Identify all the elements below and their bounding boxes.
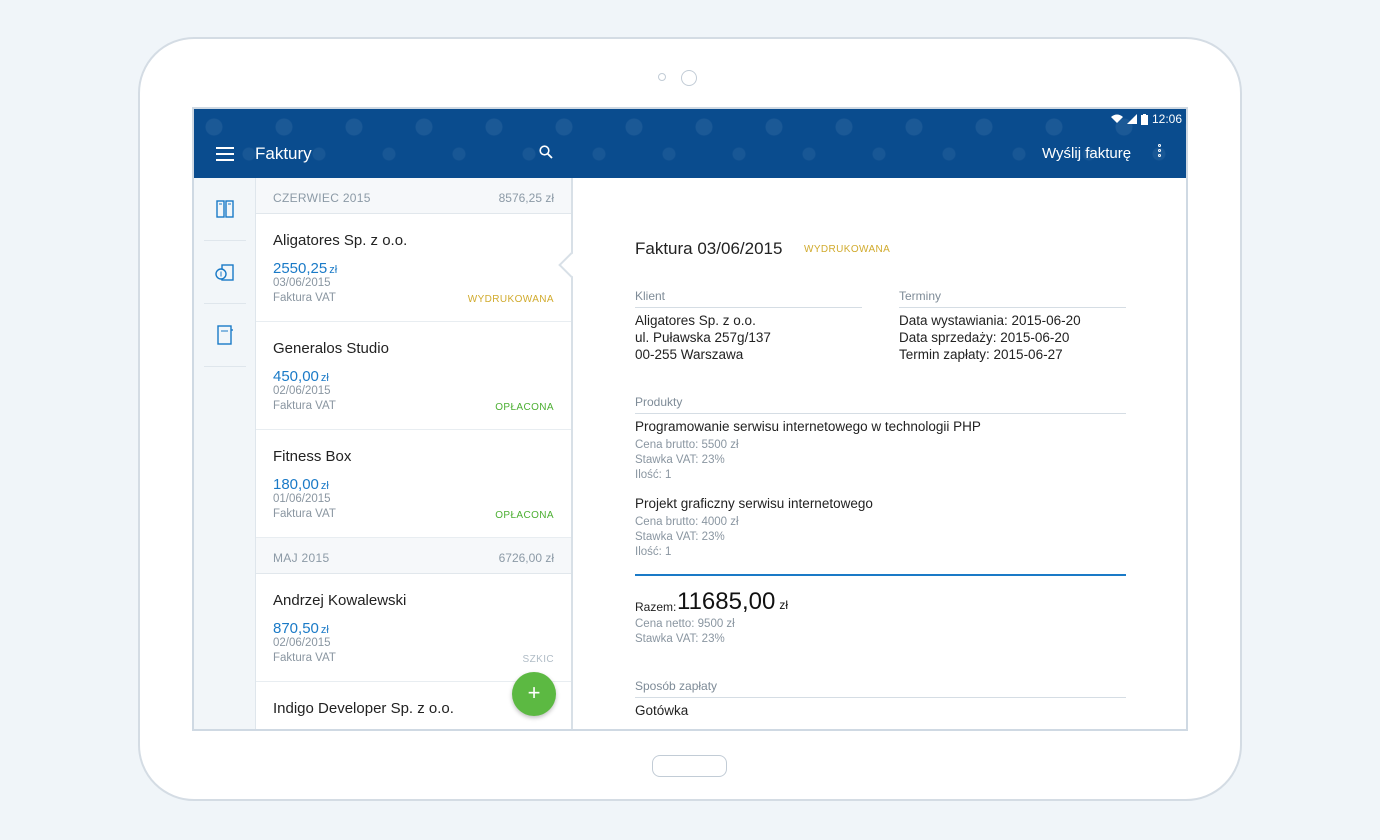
total-vat: Stawka VAT: 23%: [635, 633, 725, 645]
menu-icon[interactable]: [216, 147, 234, 161]
total-value: 11685,00: [677, 588, 776, 615]
amount-value: 2550,25: [273, 260, 328, 277]
amount: 180,00 zł: [273, 476, 329, 493]
product-details: Cena brutto: 5500 zł Stawka VAT: 23% Ilo…: [635, 438, 739, 483]
total-currency: zł: [779, 598, 788, 612]
more-vert-icon[interactable]: [1158, 144, 1162, 162]
list-item[interactable]: Fitness Box 180,00 zł 01/06/2015 Faktura …: [256, 430, 571, 538]
product-qty: Ilość: 1: [635, 546, 672, 558]
product-qty: Ilość: 1: [635, 469, 672, 481]
sale-date: Data sprzedaży: 2015-06-20: [899, 330, 1070, 345]
currency: zł: [329, 264, 338, 276]
terms-info: Data wystawiania: 2015-06-20 Data sprzed…: [899, 312, 1081, 363]
add-invoice-button[interactable]: +: [512, 672, 556, 716]
search-icon[interactable]: [539, 145, 553, 159]
payment-label: Sposób zapłaty: [635, 679, 1126, 698]
currency: zł: [320, 624, 329, 636]
camera-sensor: [658, 73, 666, 81]
product-details: Cena brutto: 4000 zł Stawka VAT: 23% Ilo…: [635, 515, 739, 560]
net-price: Cena netto: 9500 zł: [635, 618, 735, 630]
list-item[interactable]: Aligatores Sp. z o.o. 2550,25 zł 03/06/20…: [256, 214, 571, 322]
amount-value: 870,50: [273, 620, 319, 637]
amount-value: 450,00: [273, 368, 319, 385]
month-header: MAJ 2015 6726,00 zł: [256, 538, 571, 574]
home-button[interactable]: [652, 755, 727, 777]
invoice-type: Faktura VAT: [273, 508, 336, 520]
invoice-type: Faktura VAT: [273, 292, 336, 304]
total-divider: [635, 574, 1126, 576]
product-price: Cena brutto: 5500 zł: [635, 439, 739, 451]
total-details: Cena netto: 9500 zł Stawka VAT: 23%: [635, 617, 735, 647]
total-label: Razem:: [635, 600, 677, 614]
clock: 12:06: [1151, 112, 1182, 126]
client-info: Aligatores Sp. z o.o. ul. Puławska 257g/…: [635, 312, 771, 363]
product-price: Cena brutto: 4000 zł: [635, 516, 739, 528]
client-city: 00-255 Warszawa: [635, 347, 744, 362]
product-name: Programowanie serwisu internetowego w te…: [635, 419, 981, 434]
status-bar: 12:06: [1110, 112, 1182, 126]
amount-value: 180,00: [273, 476, 319, 493]
due-date: Termin zapłaty: 2015-06-27: [899, 347, 1063, 362]
month-header: CZERWIEC 2015 8576,25 zł: [256, 178, 571, 214]
payment-method: Gotówka: [635, 703, 689, 718]
status-badge: OPŁACONA: [495, 510, 554, 521]
list-item[interactable]: Generalos Studio 450,00 zł 02/06/2015 Fak…: [256, 322, 571, 430]
nav-rail: [194, 178, 256, 729]
invoice-date: 02/06/2015: [273, 385, 331, 397]
month-label: MAJ 2015: [273, 551, 330, 565]
product-vat: Stawka VAT: 23%: [635, 454, 725, 466]
client-name: Generalos Studio: [273, 340, 389, 357]
money-icon: [215, 264, 234, 281]
amount: 2550,25 zł: [273, 260, 337, 277]
list-item[interactable]: Indigo Developer Sp. z o.o.: [256, 682, 571, 729]
amount: 450,00 zł: [273, 368, 329, 385]
client-name: Aligatores Sp. z o.o.: [635, 313, 756, 328]
total-amount: 11685,00 zł: [677, 588, 788, 616]
document-icon: [217, 325, 233, 345]
invoice-title: Faktura 03/06/2015: [635, 239, 783, 258]
status-badge: SZKIC: [522, 654, 554, 665]
book-icon: [216, 200, 234, 218]
send-invoice-button[interactable]: Wyślij fakturę: [1042, 145, 1132, 162]
invoice-date: 01/06/2015: [273, 493, 331, 505]
app-screen: 12:06 Faktury Wyślij fakturę: [192, 107, 1188, 731]
client-name: Fitness Box: [273, 448, 352, 465]
invoice-type: Faktura VAT: [273, 400, 336, 412]
app-title: Faktury: [255, 144, 312, 163]
status-badge: WYDRUKOWANA: [467, 294, 554, 305]
camera-lens: [681, 70, 697, 86]
status-badge: WYDRUKOWANA: [804, 244, 891, 255]
rail-item-documents[interactable]: [204, 304, 246, 367]
amount: 870,50 zł: [273, 620, 329, 637]
month-total: 8576,25 zł: [498, 191, 554, 205]
client-label: Klient: [635, 289, 862, 308]
products-label: Produkty: [635, 395, 1126, 414]
list-item[interactable]: Andrzej Kowalewski 870,50 zł 02/06/2015 F…: [256, 574, 571, 682]
status-badge: OPŁACONA: [495, 402, 554, 413]
invoice-detail: Faktura 03/06/2015 WYDRUKOWANA Klient Al…: [573, 178, 1186, 729]
product-name: Projekt graficzny serwisu internetowego: [635, 496, 873, 511]
issue-date: Data wystawiania: 2015-06-20: [899, 313, 1081, 328]
rail-item-payments[interactable]: [204, 241, 246, 304]
invoice-date: 03/06/2015: [273, 277, 331, 289]
client-name: Indigo Developer Sp. z o.o.: [273, 700, 454, 717]
app-bar: 12:06 Faktury Wyślij fakturę: [194, 109, 1186, 178]
add-icon: +: [527, 680, 541, 705]
wifi-icon: [1110, 114, 1123, 123]
month-total: 6726,00 zł: [498, 551, 554, 565]
month-label: CZERWIEC 2015: [273, 191, 371, 205]
signal-icon: [1126, 114, 1137, 124]
client-name: Aligatores Sp. z o.o.: [273, 232, 408, 249]
rail-item-invoices[interactable]: [204, 178, 246, 241]
battery-icon: [1140, 113, 1148, 125]
terms-label: Terminy: [899, 289, 1126, 308]
product-vat: Stawka VAT: 23%: [635, 531, 725, 543]
client-street: ul. Puławska 257g/137: [635, 330, 771, 345]
invoice-date: 02/06/2015: [273, 637, 331, 649]
client-name: Andrzej Kowalewski: [273, 592, 407, 609]
invoice-type: Faktura VAT: [273, 652, 336, 664]
currency: zł: [320, 372, 329, 384]
invoice-list: CZERWIEC 2015 8576,25 zł Aligatores Sp. …: [256, 178, 573, 729]
currency: zł: [320, 480, 329, 492]
